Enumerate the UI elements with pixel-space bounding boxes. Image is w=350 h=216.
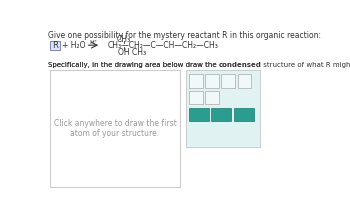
Text: OH CH₃: OH CH₃	[118, 48, 146, 57]
Bar	[189, 108, 209, 121]
Bar	[189, 74, 203, 87]
Text: condensed: condensed	[218, 62, 261, 68]
Text: Specifically, in the drawing area below draw the: Specifically, in the drawing area below …	[48, 62, 218, 68]
Bar	[234, 108, 254, 121]
Bar	[189, 91, 203, 105]
Text: H⁺: H⁺	[89, 40, 97, 44]
Text: Click anywhere to draw the first
atom of your structure.: Click anywhere to draw the first atom of…	[54, 119, 176, 138]
FancyBboxPatch shape	[50, 41, 60, 50]
Text: Give one possibility for the mystery reactant R in this organic reaction:: Give one possibility for the mystery rea…	[48, 30, 321, 40]
Bar	[205, 74, 219, 87]
Text: R: R	[52, 41, 58, 50]
Bar	[221, 74, 235, 87]
Bar	[211, 108, 231, 121]
Text: CH₃: CH₃	[117, 35, 131, 43]
Text: structure of what R might be. There may be more than one reasonable answer.: structure of what R might be. There may …	[261, 62, 350, 68]
Text: Specifically, in the drawing area below draw the: Specifically, in the drawing area below …	[48, 62, 218, 68]
Bar	[205, 91, 219, 105]
Bar	[50, 70, 180, 187]
Text: + H₂O: + H₂O	[62, 41, 86, 50]
Bar	[238, 74, 251, 87]
Text: CH₃—CH₂—C—CH—CH₂—CH₃: CH₃—CH₂—C—CH—CH₂—CH₃	[107, 41, 218, 50]
Bar	[186, 70, 260, 147]
